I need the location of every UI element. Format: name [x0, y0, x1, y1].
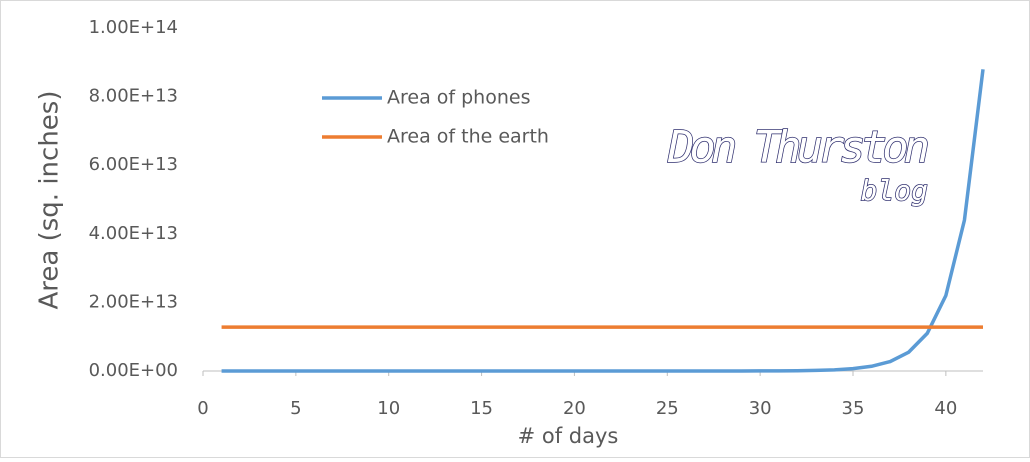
x-tick-label: 30 — [749, 398, 772, 419]
x-tick-label: 0 — [197, 398, 208, 419]
y-tick-label: 8.00E+13 — [89, 86, 178, 107]
x-tick-label: 15 — [470, 398, 493, 419]
watermark: blog — [861, 174, 928, 207]
x-axis-title: # of days — [518, 424, 619, 448]
x-tick-label: 20 — [563, 398, 586, 419]
y-axis-title: Area (sq. inches) — [35, 91, 65, 310]
x-tick-label: 35 — [842, 398, 865, 419]
y-tick-label: 6.00E+13 — [89, 154, 178, 175]
y-tick-label: 2.00E+13 — [89, 291, 178, 312]
y-tick-label: 1.00E+14 — [89, 17, 178, 38]
legend-label: Area of phones — [387, 87, 530, 109]
line — [221, 69, 985, 373]
x-tick-label: 10 — [377, 398, 400, 419]
y-tick-label: 0.00E+00 — [89, 360, 178, 381]
legend-label: Area of the earth — [387, 126, 549, 148]
x-tick-label: 5 — [290, 398, 301, 419]
x-tick-label: 40 — [934, 398, 957, 419]
y-tick-label: 4.00E+13 — [89, 223, 178, 244]
watermark: Don Thurston — [667, 122, 930, 173]
x-tick-label: 25 — [656, 398, 679, 419]
